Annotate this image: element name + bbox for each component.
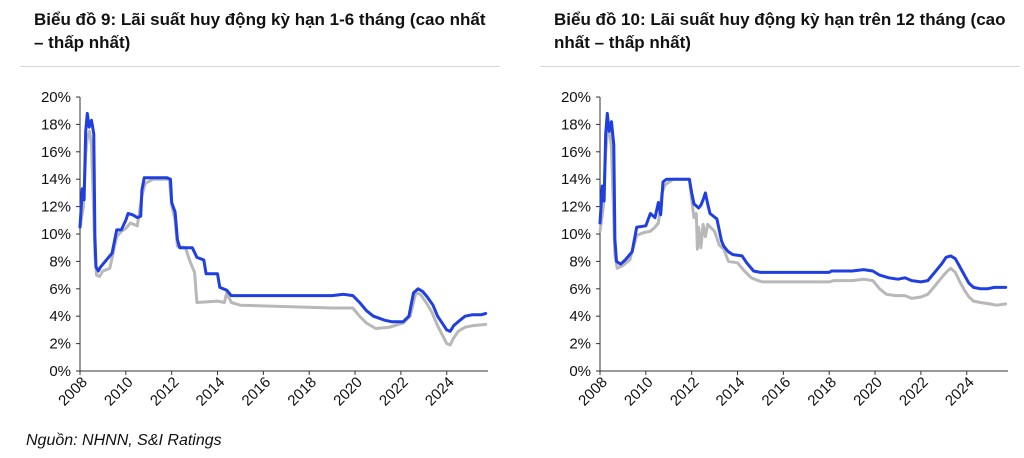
y-tick-label: 6% bbox=[49, 281, 71, 298]
y-tick-label: 0% bbox=[569, 363, 591, 380]
y-tick-label: 4% bbox=[569, 308, 591, 325]
x-tick-label: 2016 bbox=[239, 374, 275, 410]
y-tick-label: 8% bbox=[569, 253, 591, 270]
y-tick-label: 20% bbox=[561, 89, 591, 106]
x-tick-label: 2014 bbox=[193, 374, 229, 410]
x-tick-label: 2024 bbox=[422, 374, 458, 410]
x-tick-label: 2016 bbox=[759, 374, 795, 410]
y-tick-label: 12% bbox=[41, 199, 71, 216]
title-divider bbox=[540, 66, 1020, 67]
chart-title: Biểu đồ 10: Lãi suất huy động kỳ hạn trê… bbox=[554, 10, 1006, 52]
y-tick-label: 10% bbox=[41, 226, 71, 243]
x-tick-label: 2018 bbox=[804, 374, 840, 410]
chart-panel-9: Biểu đồ 9: Lãi suất huy động kỳ hạn 1-6 … bbox=[10, 0, 500, 430]
line-chart-9: 0%2%4%6%8%10%12%14%16%18%20%2008 2010 2012… bbox=[41, 89, 488, 410]
y-tick-label: 8% bbox=[49, 253, 71, 270]
y-tick-label: 20% bbox=[41, 89, 71, 106]
y-tick-label: 6% bbox=[569, 281, 591, 298]
x-tick-label: 2020 bbox=[330, 374, 366, 410]
x-tick-label: 2014 bbox=[713, 374, 749, 410]
y-tick-label: 14% bbox=[41, 171, 71, 188]
chart-title: Biểu đồ 9: Lãi suất huy động kỳ hạn 1-6 … bbox=[34, 10, 486, 52]
y-tick-label: 16% bbox=[41, 144, 71, 161]
x-tick-label: 2010 bbox=[101, 374, 137, 410]
y-tick-label: 0% bbox=[49, 363, 71, 380]
y-tick-label: 2% bbox=[569, 336, 591, 353]
series-line-low bbox=[78, 129, 488, 347]
y-tick-label: 16% bbox=[561, 144, 591, 161]
x-tick-label: 2012 bbox=[147, 374, 183, 410]
source-note: Nguồn: NHNN, S&I Ratings bbox=[26, 432, 222, 449]
x-tick-label: 2010 bbox=[621, 374, 657, 410]
series-line-low bbox=[598, 128, 1008, 307]
x-tick-label: 2012 bbox=[667, 374, 703, 410]
series-line-high bbox=[598, 111, 1008, 291]
x-tick-label: 2022 bbox=[896, 374, 932, 410]
x-tick-label: 2020 bbox=[850, 374, 886, 410]
series-line-high bbox=[78, 111, 488, 333]
line-chart-10: 0%2%4%6%8%10%12%14%16%18%20%2008 2010 2012… bbox=[561, 89, 1008, 410]
chart-panel-10: Biểu đồ 10: Lãi suất huy động kỳ hạn trê… bbox=[530, 0, 1020, 430]
x-tick-label: 2018 bbox=[284, 374, 320, 410]
y-tick-label: 18% bbox=[561, 116, 591, 133]
y-tick-label: 14% bbox=[561, 171, 591, 188]
y-tick-label: 4% bbox=[49, 308, 71, 325]
y-tick-label: 12% bbox=[561, 199, 591, 216]
y-tick-label: 18% bbox=[41, 116, 71, 133]
x-tick-label: 2022 bbox=[376, 374, 412, 410]
y-tick-label: 2% bbox=[49, 336, 71, 353]
title-divider bbox=[20, 66, 500, 67]
y-tick-label: 10% bbox=[561, 226, 591, 243]
x-tick-label: 2024 bbox=[942, 374, 978, 410]
